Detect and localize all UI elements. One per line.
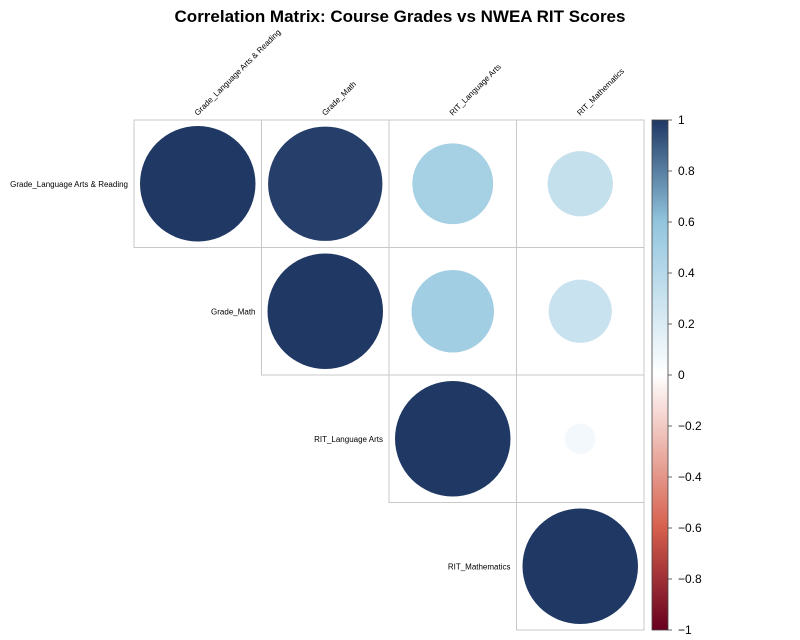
corr-circle-0-2 bbox=[412, 143, 494, 225]
column-label-1: Grade_Math bbox=[320, 80, 358, 118]
corr-circle-0-1 bbox=[268, 126, 383, 241]
corr-circle-2-3 bbox=[564, 423, 596, 455]
corr-circle-0-0 bbox=[140, 126, 256, 242]
corr-circle-3-3 bbox=[522, 508, 638, 624]
colorbar-tick-label-9: −0.8 bbox=[678, 572, 702, 586]
chart-title: Correlation Matrix: Course Grades vs NWE… bbox=[175, 7, 626, 26]
row-label-0: Grade_Language Arts & Reading bbox=[10, 180, 128, 189]
colorbar-tick-label-10: −1 bbox=[678, 623, 692, 637]
column-label-0: Grade_Language Arts & Reading bbox=[193, 28, 283, 118]
colorbar-tick-label-7: −0.4 bbox=[678, 470, 702, 484]
colorbar-tick-label-6: −0.2 bbox=[678, 419, 702, 433]
corr-circle-1-1 bbox=[267, 253, 383, 369]
colorbar-tick-label-1: 0.8 bbox=[678, 164, 695, 178]
corr-circle-1-2 bbox=[411, 270, 494, 353]
colorbar: 1 0.8 0.6 0.4 0.2 0 −0.2 −0.4 −0.6 −0.8 −1 bbox=[651, 113, 702, 637]
colorbar-tick-label-2: 0.6 bbox=[678, 215, 695, 229]
column-label-2: RIT_Language Arts bbox=[448, 62, 503, 117]
column-label-3: RIT_Mathematics bbox=[575, 67, 626, 118]
colorbar-tick-label-3: 0.4 bbox=[678, 266, 695, 280]
row-label-3: RIT_Mathematics bbox=[448, 562, 511, 571]
colorbar-bar bbox=[651, 119, 669, 631]
matrix-cells bbox=[133, 119, 645, 631]
colorbar-tick-label-4: 0.2 bbox=[678, 317, 695, 331]
corr-circle-0-3 bbox=[547, 151, 613, 217]
corr-circle-2-2 bbox=[395, 381, 511, 497]
row-labels: Grade_Language Arts & Reading Grade_Math R… bbox=[10, 180, 510, 572]
colorbar-tick-label-0: 1 bbox=[678, 113, 685, 127]
row-label-2: RIT_Language Arts bbox=[314, 435, 383, 444]
colorbar-tick-label-5: 0 bbox=[678, 368, 685, 382]
colorbar-tick-label-8: −0.6 bbox=[678, 521, 702, 535]
corr-circle-1-3 bbox=[548, 279, 612, 343]
row-label-1: Grade_Math bbox=[211, 307, 255, 316]
column-labels: Grade_Language Arts & Reading Grade_Math R… bbox=[193, 28, 626, 118]
